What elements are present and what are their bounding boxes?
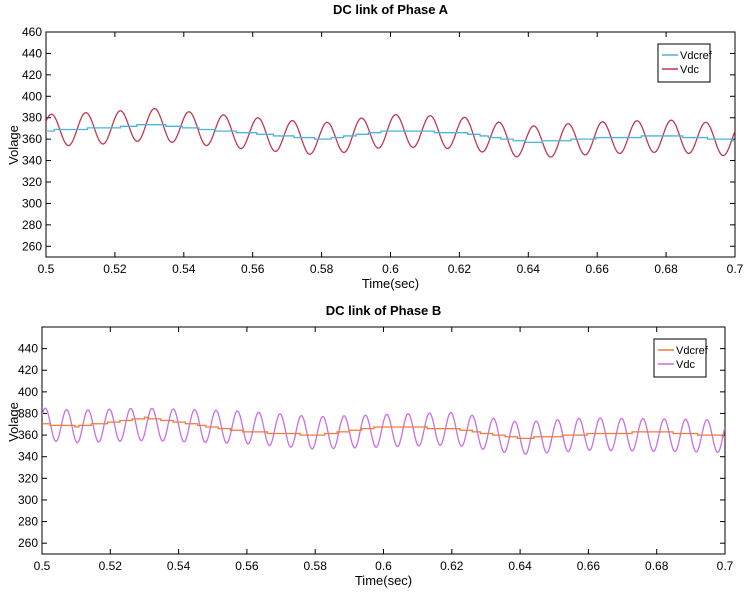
series-line-vdc <box>46 107 735 158</box>
y-tick-label: 340 <box>22 154 42 168</box>
x-tick-label: 0.5 <box>38 262 55 276</box>
y-tick-label: 440 <box>22 46 42 60</box>
y-tick-label: 260 <box>18 536 38 550</box>
y-tick-label: 400 <box>22 89 42 103</box>
x-tick-label: 0.58 <box>304 559 328 573</box>
series-line-vdc <box>42 407 725 455</box>
y-tick-label: 380 <box>22 111 42 125</box>
y-tick-label: 280 <box>22 218 42 232</box>
x-tick-label: 0.66 <box>586 262 610 276</box>
x-tick-label: 0.52 <box>103 262 127 276</box>
x-tick-label: 0.62 <box>448 262 472 276</box>
plot-area <box>41 326 726 555</box>
y-axis-title: Volage <box>6 125 21 165</box>
x-axis-title: Time(sec) <box>362 276 419 291</box>
x-tick-label: 0.68 <box>654 262 678 276</box>
chart-title: DC link of Phase B <box>326 303 442 318</box>
legend-label: Vdc <box>680 64 699 76</box>
chart-phase-a: DC link of Phase A 0.5 0.52 0.54 0.56 0.58 0.6… <box>6 2 744 291</box>
y-tick-label: 280 <box>18 515 38 529</box>
x-tick-label: 0.7 <box>717 559 734 573</box>
x-tick-label: 0.54 <box>167 559 191 573</box>
chart-phase-b: DC link of Phase B 0.5 0.52 0.54 0.56 0.58 0.6… <box>6 303 734 588</box>
x-tick-label: 0.56 <box>235 559 259 573</box>
x-tick-label: 0.64 <box>517 262 541 276</box>
plot-area <box>45 31 736 258</box>
x-axis-title: Time(sec) <box>355 573 412 588</box>
y-axis-title: Volage <box>6 402 21 442</box>
y-tick-label: 340 <box>18 450 38 464</box>
y-tick-label: 300 <box>18 493 38 507</box>
x-tick-label: 0.56 <box>241 262 265 276</box>
y-tick-label: 420 <box>18 363 38 377</box>
y-tick-label: 460 <box>22 25 42 39</box>
y-tick-label: 400 <box>18 385 38 399</box>
x-tick-label: 0.6 <box>382 262 399 276</box>
y-tick-label: 360 <box>18 428 38 442</box>
x-tick-label: 0.54 <box>172 262 196 276</box>
y-tick-label: 420 <box>22 68 42 82</box>
legend: Vdcref Vdc <box>657 43 713 83</box>
x-tick-label: 0.6 <box>375 559 392 573</box>
x-tick-label: 0.68 <box>645 559 669 573</box>
x-tick-label: 0.52 <box>99 559 123 573</box>
x-tick-label: 0.58 <box>310 262 334 276</box>
y-tick-label: 440 <box>18 342 38 356</box>
legend-label: Vdc <box>676 359 695 371</box>
series-line-vdcref <box>42 416 725 439</box>
series-line-vdcref <box>46 124 735 144</box>
legend-box <box>653 338 707 378</box>
x-tick-label: 0.64 <box>508 559 532 573</box>
y-tick-label: 320 <box>18 471 38 485</box>
legend-label: Vdcref <box>676 345 709 357</box>
x-tick-label: 0.66 <box>577 559 601 573</box>
legend: Vdcref Vdc <box>653 338 709 378</box>
chart-title: DC link of Phase A <box>333 2 449 17</box>
y-tick-label: 300 <box>22 196 42 210</box>
y-tick-label: 320 <box>22 175 42 189</box>
x-tick-label: 0.5 <box>34 559 51 573</box>
y-tick-label: 360 <box>22 132 42 146</box>
legend-box <box>657 43 711 83</box>
x-tick-label: 0.7 <box>727 262 744 276</box>
x-tick-label: 0.62 <box>440 559 464 573</box>
legend-label: Vdcref <box>680 50 713 62</box>
y-tick-label: 380 <box>18 406 38 420</box>
y-tick-label: 260 <box>22 239 42 253</box>
